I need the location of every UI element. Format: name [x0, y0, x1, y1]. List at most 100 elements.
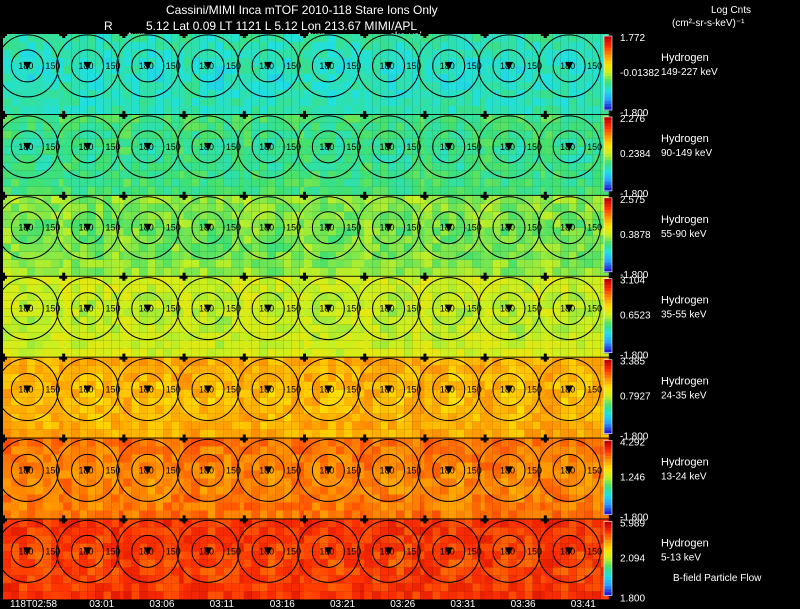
image-pixel — [147, 446, 156, 455]
image-pixel — [35, 90, 43, 98]
image-pixel — [123, 308, 132, 317]
image-pixel — [199, 203, 208, 212]
image-pixel — [239, 470, 248, 479]
image-pixel — [215, 429, 224, 438]
image-pixel — [464, 421, 473, 430]
image-pixel — [420, 74, 429, 82]
image-pixel — [420, 308, 429, 317]
image-pixel — [412, 138, 421, 147]
image-pixel — [516, 122, 525, 131]
image-pixel — [19, 276, 27, 285]
image-pixel — [95, 243, 104, 252]
image-pixel — [11, 486, 19, 495]
image-pixel — [480, 284, 489, 293]
image-pixel — [396, 413, 405, 422]
image-pixel — [3, 114, 11, 123]
image-pixel — [576, 413, 585, 422]
image-pixel — [259, 235, 268, 244]
image-pixel — [472, 251, 481, 260]
image-pixel — [215, 470, 224, 479]
image-pixel — [283, 494, 292, 503]
inner-angle-ring — [131, 373, 165, 407]
image-pixel — [344, 114, 352, 123]
image-pixel — [592, 357, 601, 366]
image-pixel — [11, 405, 19, 414]
ring-label-center: 180 — [380, 142, 395, 152]
image-pixel — [412, 235, 421, 244]
image-pixel — [171, 284, 180, 293]
body-direction-marker — [565, 142, 574, 151]
image-pixel — [404, 114, 413, 123]
image-pixel — [464, 82, 473, 90]
image-pixel — [420, 429, 429, 438]
ring-label-center: 180 — [500, 385, 515, 395]
image-pixel — [480, 130, 489, 139]
image-pixel — [59, 446, 67, 455]
image-pixel — [59, 42, 67, 50]
colorbar-segment — [604, 303, 612, 308]
image-pixel — [183, 34, 192, 42]
image-pixel — [484, 227, 493, 236]
image-pixel — [372, 114, 381, 123]
image-pixel — [275, 98, 284, 106]
image-pixel — [320, 478, 328, 487]
image-pixel — [95, 381, 104, 390]
image-pixel — [275, 122, 284, 131]
image-pixel — [372, 381, 381, 390]
image-pixel — [155, 357, 164, 366]
image-pixel — [464, 66, 473, 74]
image-pixel — [27, 267, 35, 276]
image-pixel — [592, 340, 601, 349]
image-pixel — [560, 90, 569, 98]
image-pixel — [119, 292, 128, 301]
image-pixel — [275, 219, 284, 228]
image-pixel — [336, 340, 344, 349]
image-pixel — [183, 373, 192, 382]
image-pixel — [199, 170, 208, 179]
image-pixel — [231, 276, 240, 285]
image-pixel — [584, 203, 593, 212]
image-pixel — [179, 74, 188, 82]
image-pixel — [380, 284, 389, 293]
ring-label-side: 150 — [226, 142, 241, 152]
image-pixel — [215, 122, 224, 131]
image-pixel — [544, 300, 553, 309]
image-pixel — [456, 267, 465, 276]
image-pixel — [207, 203, 216, 212]
image-pixel — [540, 58, 549, 66]
ring-label-side: 150 — [587, 385, 602, 395]
image-pixel — [432, 316, 441, 325]
image-pixel — [239, 42, 248, 50]
image-pixel — [396, 251, 405, 260]
image-pixel — [480, 259, 489, 268]
frame-corner-marker — [363, 272, 367, 281]
image-pixel — [147, 308, 156, 317]
frame-corner-marker — [62, 353, 66, 362]
image-pixel — [584, 397, 593, 406]
image-pixel — [87, 405, 96, 414]
image-pixel — [552, 34, 561, 42]
image-pixel — [131, 203, 140, 212]
image-pixel — [291, 340, 300, 349]
image-pixel — [111, 74, 120, 82]
image-pixel — [328, 486, 336, 495]
image-pixel — [552, 74, 561, 82]
image-pixel — [492, 130, 501, 139]
image-pixel — [27, 421, 35, 430]
image-pixel — [432, 82, 441, 90]
image-pixel — [344, 74, 352, 82]
image-pixel — [103, 365, 112, 374]
image-pixel — [223, 122, 232, 131]
image-pixel — [372, 211, 381, 220]
colorbar-segment — [604, 318, 612, 323]
ring-label-side: 150 — [286, 465, 301, 475]
body-direction-marker — [143, 304, 152, 313]
colorbar-segment — [604, 415, 612, 419]
image-pixel — [111, 365, 120, 374]
image-pixel — [584, 98, 593, 106]
image-pixel — [299, 365, 308, 374]
image-pixel — [131, 267, 140, 276]
image-pixel — [420, 154, 429, 163]
image-pixel — [576, 170, 585, 179]
image-pixel — [199, 470, 208, 479]
